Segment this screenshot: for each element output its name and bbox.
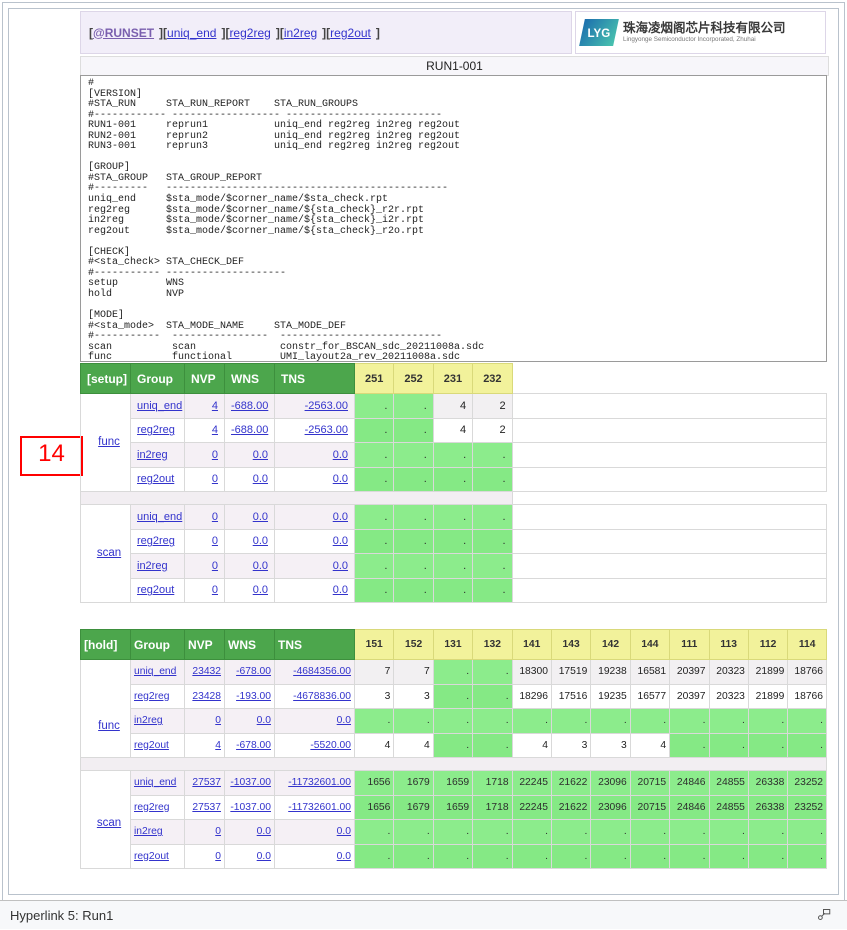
svg-text:LYG: LYG (588, 28, 611, 40)
